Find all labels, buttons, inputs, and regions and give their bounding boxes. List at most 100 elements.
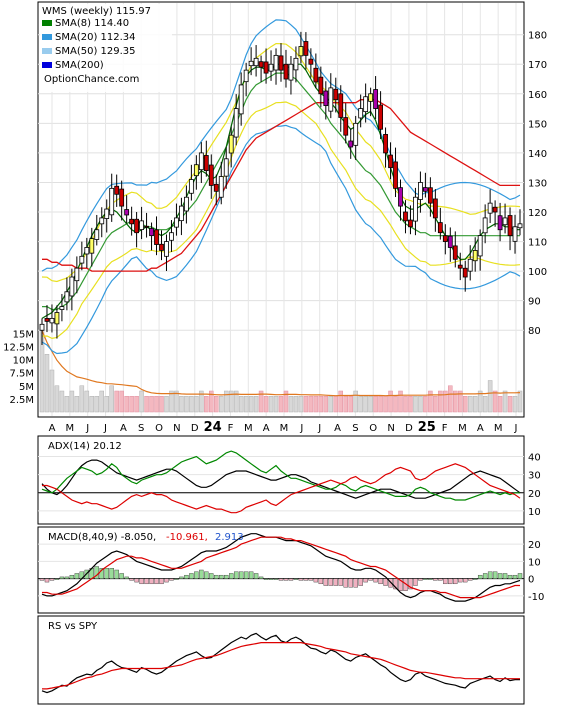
macd-histogram-bar (248, 571, 254, 579)
price-tick-label: 100 (528, 267, 547, 278)
volume-bar (164, 396, 169, 413)
volume-bar (283, 390, 289, 413)
candle-body (308, 58, 314, 65)
volume-bar (109, 385, 114, 413)
rs-series-line (42, 642, 520, 690)
macd-tick-label: 20 (528, 540, 541, 551)
legend-sma200: SMA(200) (55, 60, 104, 71)
macd-histogram-bar (139, 578, 144, 585)
price-title: WMS (weekly) 115.97 (42, 6, 151, 17)
volume-bar (59, 390, 65, 413)
macd-histogram-bar (288, 578, 294, 581)
macd-histogram-bar (293, 578, 299, 580)
macd-histogram-bar (507, 574, 513, 579)
volume-bar (458, 390, 463, 413)
month-label: N (387, 423, 394, 434)
macd-histogram-bar (343, 578, 348, 588)
candle-body (243, 69, 249, 83)
candle-body (44, 318, 50, 322)
macd-histogram-bar (238, 571, 244, 579)
month-label: F (442, 423, 448, 434)
macd-histogram-bar (468, 578, 473, 581)
price-tick-label: 130 (528, 178, 547, 189)
macd-histogram-bar (119, 573, 124, 579)
macd-histogram-bar (318, 578, 324, 585)
candle-body (169, 232, 174, 241)
volume-bar (358, 396, 363, 413)
legend-swatch-sma8 (42, 20, 52, 26)
candle-body (467, 258, 473, 272)
adx-tick-label: 40 (528, 453, 541, 464)
adx-tick-label: 30 (528, 471, 541, 482)
candle-body (188, 179, 194, 194)
candle-body (497, 215, 503, 231)
candle-body (213, 183, 219, 192)
macd-histogram-bar (59, 576, 65, 579)
macd-histogram-bar (169, 578, 174, 581)
volume-bar (512, 396, 518, 413)
volume-bar (507, 396, 513, 413)
candle-body (482, 217, 488, 234)
volume-bar (328, 396, 334, 413)
candle-body (413, 196, 418, 222)
adx-series-line (42, 463, 521, 514)
macd-histogram-bar (463, 578, 468, 583)
volume-bar (443, 390, 448, 413)
macd-title: MACD(8,40,9) -8.050, (48, 532, 156, 543)
lower-band-line (41, 124, 521, 355)
candle-body (39, 323, 45, 331)
month-label: D (405, 423, 413, 434)
adx-tick-label: 10 (528, 507, 541, 518)
macd-histogram-bar (144, 578, 149, 585)
candle-body (64, 291, 70, 303)
price-tick-label: 90 (528, 297, 541, 308)
candle-body (144, 225, 149, 228)
volume-bar (492, 390, 498, 413)
candle-body (323, 90, 329, 107)
candle-body (393, 161, 398, 189)
candle-body (273, 54, 279, 71)
month-label: O (155, 423, 163, 434)
legend-sma20: SMA(20) 112.34 (55, 32, 136, 43)
candle-body (114, 185, 120, 195)
macd-histogram-bar (333, 578, 338, 586)
candle-body (447, 235, 453, 248)
volume-bar (104, 396, 109, 413)
candle-body (298, 46, 304, 57)
candle-body (288, 63, 294, 81)
signal-value: 2.913 (215, 532, 244, 543)
month-label: M (66, 423, 75, 434)
volume-bar (308, 396, 314, 413)
volume-bar (189, 396, 194, 413)
volume-bar (144, 396, 149, 413)
candle-body (333, 88, 339, 101)
candle-body (368, 93, 374, 102)
rs-title: RS vs SPY (48, 621, 98, 632)
volume-bar (233, 390, 239, 413)
macd-histogram-bar (393, 578, 398, 590)
month-label: A (263, 423, 270, 434)
candle-body (358, 108, 364, 119)
volume-bar (69, 390, 75, 413)
volume-bar (313, 396, 319, 413)
volume-bar (398, 390, 403, 413)
candle-body (328, 87, 334, 112)
macd-histogram-bar (99, 568, 104, 579)
volume-bar (149, 396, 154, 413)
candle-body (517, 223, 523, 229)
volume-tick-label: 15M (13, 329, 34, 340)
candle-body (99, 217, 105, 225)
candle-body (94, 229, 100, 240)
volume-bar (448, 385, 453, 413)
candle-body (258, 61, 264, 68)
candle-body (89, 238, 95, 254)
candle-body (129, 218, 135, 225)
watermark: OptionChance.com (44, 74, 139, 85)
month-label: A (120, 423, 127, 434)
volume-tick-label: 10M (13, 356, 34, 367)
candle-body (378, 104, 383, 130)
candle-body (203, 155, 209, 172)
volume-bar (209, 390, 214, 413)
candle-body (398, 187, 403, 207)
adx-series-line (41, 450, 520, 501)
